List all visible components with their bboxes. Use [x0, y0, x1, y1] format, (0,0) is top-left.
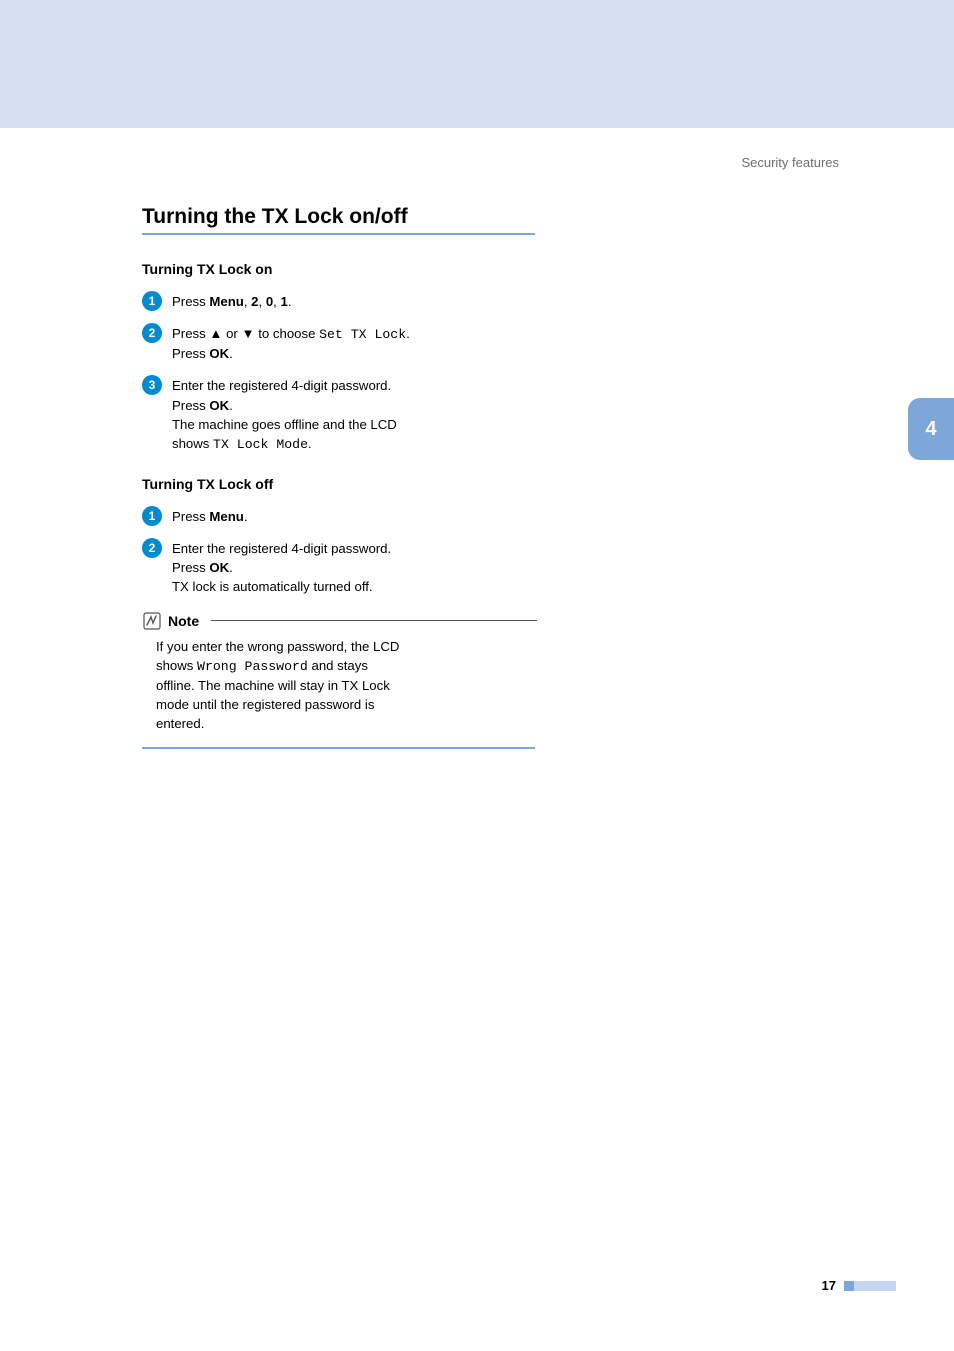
text: Press: [172, 346, 209, 361]
text: Press: [172, 398, 209, 413]
step-text: Press Menu.: [172, 506, 247, 526]
text: shows: [172, 436, 213, 451]
step-row: 1 Press Menu, 2, 0, 1.: [142, 291, 537, 311]
digit-key: 1: [280, 294, 287, 309]
step-number-badge: 2: [142, 538, 162, 558]
ok-key: OK: [209, 398, 229, 413]
note-rule: [211, 620, 537, 622]
step-number-badge: 3: [142, 375, 162, 395]
text: mode until the registered password is: [156, 697, 374, 712]
text: Press: [172, 326, 209, 341]
step-row: 2 Enter the registered 4-digit password.…: [142, 538, 537, 596]
section-title: Turning the TX Lock on/off: [142, 205, 537, 229]
text: to choose: [255, 326, 320, 341]
step-text: Press ▲ or ▼ to choose Set TX Lock. Pres…: [172, 323, 410, 363]
step-text: Press Menu, 2, 0, 1.: [172, 291, 292, 311]
section-end-rule: [142, 747, 535, 749]
text: offline. The machine will stay in TX Loc…: [156, 678, 390, 693]
page-number: 17: [822, 1278, 836, 1293]
ok-key: OK: [209, 346, 229, 361]
step-row: 1 Press Menu.: [142, 506, 537, 526]
note-body: If you enter the wrong password, the LCD…: [142, 637, 537, 734]
note-icon: [142, 611, 162, 631]
up-arrow-icon: ▲: [209, 326, 222, 341]
text: shows: [156, 658, 197, 673]
header-label: Security features: [741, 155, 839, 170]
note-header: Note: [142, 611, 537, 631]
footer-decoration: [844, 1281, 896, 1291]
text: Enter the registered 4-digit password.: [172, 541, 391, 556]
step-text: Enter the registered 4-digit password. P…: [172, 375, 397, 454]
text: Press: [172, 560, 209, 575]
text: ,: [258, 294, 265, 309]
text: .: [308, 436, 312, 451]
step-row: 2 Press ▲ or ▼ to choose Set TX Lock. Pr…: [142, 323, 537, 363]
subheading-lock-on: Turning TX Lock on: [142, 261, 537, 277]
subheading-lock-off: Turning TX Lock off: [142, 476, 537, 492]
text: and stays: [308, 658, 368, 673]
text: .: [229, 398, 233, 413]
text: .: [229, 560, 233, 575]
text: .: [229, 346, 233, 361]
lcd-text: Set TX Lock: [319, 327, 406, 342]
chapter-tab: 4: [908, 398, 954, 460]
step-row: 3 Enter the registered 4-digit password.…: [142, 375, 537, 454]
text: The machine goes offline and the LCD: [172, 417, 397, 432]
text: .: [288, 294, 292, 309]
menu-key: Menu: [209, 509, 243, 524]
step-number-badge: 2: [142, 323, 162, 343]
menu-key: Menu: [209, 294, 243, 309]
content-area: Turning the TX Lock on/off Turning TX Lo…: [142, 205, 537, 749]
text: If you enter the wrong password, the LCD: [156, 639, 399, 654]
text: entered.: [156, 716, 204, 731]
title-rule: [142, 233, 535, 235]
ok-key: OK: [209, 560, 229, 575]
step-number-badge: 1: [142, 506, 162, 526]
lcd-text: TX Lock Mode: [213, 437, 308, 452]
text: Press: [172, 509, 209, 524]
text: Enter the registered 4-digit password.: [172, 378, 391, 393]
text: .: [406, 326, 410, 341]
text: Press: [172, 294, 209, 309]
down-arrow-icon: ▼: [242, 326, 255, 341]
header-band: [0, 0, 954, 128]
lcd-text: Wrong Password: [197, 659, 308, 674]
text: TX lock is automatically turned off.: [172, 579, 373, 594]
note-label: Note: [168, 613, 199, 629]
step-text: Enter the registered 4-digit password. P…: [172, 538, 391, 596]
step-number-badge: 1: [142, 291, 162, 311]
text: .: [244, 509, 248, 524]
text: or: [222, 326, 241, 341]
